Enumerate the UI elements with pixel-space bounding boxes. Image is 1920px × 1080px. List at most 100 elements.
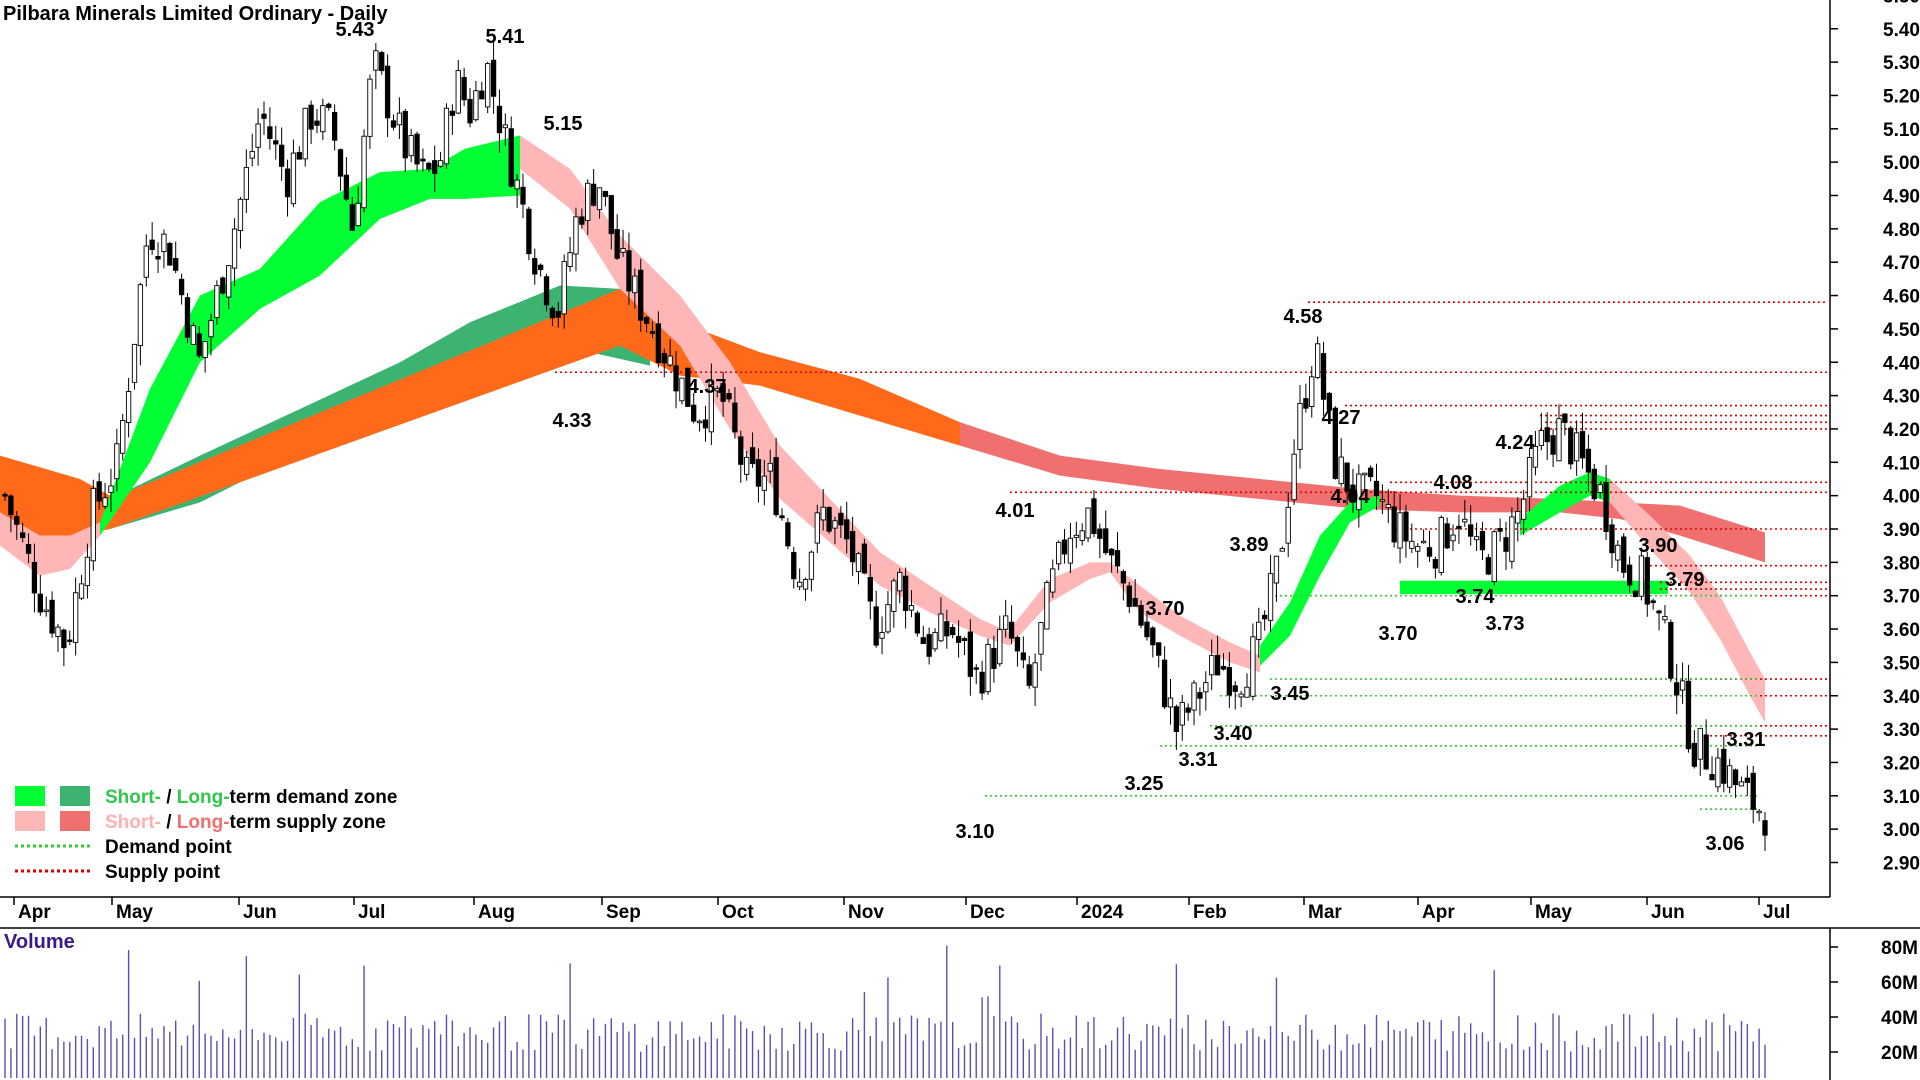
- candle: [1662, 605, 1668, 624]
- candle-body: [1662, 615, 1668, 621]
- candle-body: [1727, 765, 1733, 788]
- candle-body: [326, 103, 332, 108]
- candle: [496, 89, 503, 153]
- candle-body: [1209, 655, 1215, 676]
- price-tick-label: 3.00: [1883, 820, 1920, 841]
- candle: [796, 568, 803, 591]
- candle: [273, 125, 279, 160]
- candle: [1209, 639, 1215, 691]
- candle-body: [814, 512, 820, 544]
- month-tick-label: Jun: [1651, 902, 1685, 923]
- candle: [1727, 758, 1733, 794]
- candle-body: [661, 353, 667, 364]
- candle: [1579, 412, 1586, 469]
- candle: [61, 628, 67, 667]
- candle: [314, 109, 320, 134]
- candle: [1409, 523, 1415, 554]
- candle: [1150, 626, 1156, 658]
- candle-body: [655, 323, 662, 363]
- candle: [214, 280, 220, 325]
- candle: [1203, 671, 1209, 711]
- candle-body: [114, 443, 120, 480]
- candle: [549, 306, 556, 327]
- candle: [520, 173, 526, 219]
- candle-body: [226, 265, 232, 298]
- candle-body: [261, 113, 267, 119]
- candle-body: [1014, 637, 1021, 652]
- candle-body: [120, 420, 126, 454]
- candle-body: [1579, 430, 1586, 459]
- price-tick-label: 3.30: [1883, 720, 1920, 741]
- candle: [1762, 812, 1768, 851]
- candle-body: [1420, 540, 1427, 544]
- candle-body: [1503, 537, 1509, 552]
- candle-body: [1156, 642, 1162, 656]
- candle-body: [849, 531, 856, 563]
- candle-body: [190, 325, 197, 345]
- price-annotation: 3.70: [1379, 623, 1418, 645]
- candle: [226, 265, 232, 310]
- candle-body: [237, 198, 244, 232]
- month-tick-label: Jul: [358, 902, 385, 923]
- candle: [508, 116, 514, 188]
- candle-body: [343, 174, 350, 200]
- candle: [732, 387, 738, 439]
- candle-body: [1073, 534, 1079, 538]
- candle: [849, 516, 856, 576]
- candle: [573, 207, 579, 272]
- candle-body: [726, 393, 732, 400]
- candle-body: [1685, 680, 1692, 750]
- candle: [1132, 579, 1138, 607]
- price-axis-ticks: 5.50 5.40 5.30 5.20 5.10 5.00 4.90 4.80 4.70 4.60…: [1830, 0, 1920, 875]
- candle: [1232, 681, 1238, 710]
- candle-body: [1356, 473, 1362, 511]
- price-tick-label: 5.30: [1883, 53, 1920, 74]
- candle-body: [25, 544, 32, 554]
- candle-body: [1297, 402, 1303, 450]
- candle-body: [1344, 462, 1350, 492]
- candle-body: [1091, 498, 1097, 534]
- candle-body: [1314, 343, 1321, 378]
- candle: [555, 302, 561, 328]
- candle-body: [879, 632, 885, 639]
- candle-body: [749, 447, 756, 465]
- month-tick-label: May: [116, 902, 153, 923]
- candle: [726, 388, 732, 403]
- candle-body: [1373, 480, 1380, 497]
- month-tick-label: Aug: [478, 902, 515, 923]
- candle-body: [1032, 662, 1038, 688]
- candle-body: [1409, 540, 1415, 549]
- candle-body: [167, 242, 173, 266]
- legend-label-demand-zone: Short- / Long-term demand zone: [105, 787, 397, 808]
- candle: [443, 103, 450, 169]
- candle: [108, 468, 114, 512]
- candle: [55, 623, 61, 652]
- candle-body: [1591, 468, 1597, 500]
- candle: [367, 74, 373, 149]
- candle-body: [1638, 555, 1645, 597]
- candle-body: [708, 380, 715, 433]
- candle-body: [820, 506, 826, 521]
- price-tick-label: 3.50: [1883, 653, 1920, 674]
- candle: [326, 102, 332, 111]
- candle: [855, 551, 862, 585]
- candle: [1291, 439, 1297, 505]
- candle-body: [1244, 686, 1250, 698]
- candle-body: [1403, 511, 1409, 542]
- candle: [955, 620, 962, 658]
- volume-tick-label: 60M: [1881, 973, 1918, 994]
- price-tick-label: 5.20: [1883, 86, 1920, 107]
- candle-body: [1550, 435, 1556, 455]
- candle: [932, 628, 938, 652]
- candle-body: [490, 59, 497, 97]
- candle: [720, 371, 726, 417]
- price-annotation: 3.89: [1230, 534, 1269, 556]
- candle: [1468, 505, 1474, 546]
- candle-body: [1285, 506, 1291, 544]
- candle: [673, 350, 679, 409]
- candle-body: [1515, 510, 1521, 524]
- candle-body: [1179, 702, 1185, 726]
- candle: [149, 222, 155, 255]
- candle: [1338, 438, 1344, 487]
- candle-body: [685, 367, 691, 407]
